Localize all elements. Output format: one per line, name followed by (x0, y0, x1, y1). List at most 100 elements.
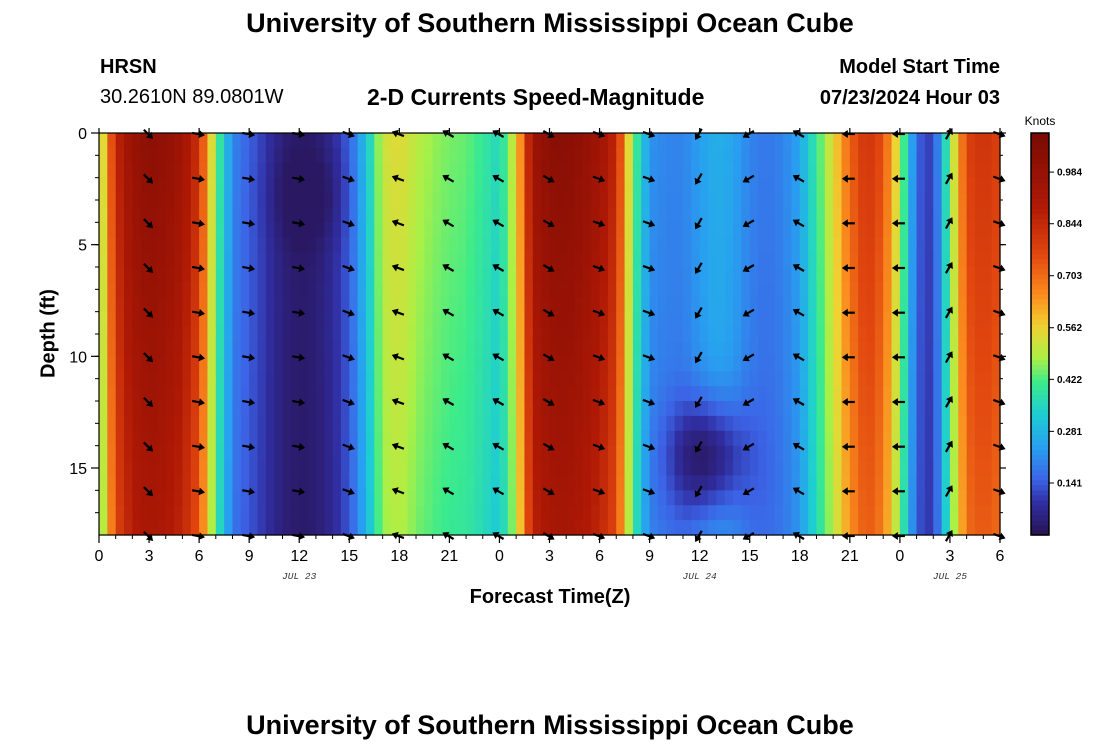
heatmap-cell (290, 490, 300, 506)
colorbar-segment (1031, 504, 1049, 511)
heatmap-cell (99, 490, 108, 506)
heatmap-cell (315, 505, 325, 521)
heatmap-cell (766, 475, 776, 491)
heatmap-cell (207, 505, 217, 521)
heatmap-cell (766, 207, 776, 223)
heatmap-cell (441, 326, 450, 343)
heatmap-cell (140, 222, 150, 238)
heatmap-cell (574, 326, 584, 343)
heatmap-cell (933, 281, 943, 298)
heatmap-cell (733, 147, 742, 164)
heatmap-cell (607, 162, 617, 179)
heatmap-cell (224, 401, 234, 417)
heatmap-cell (566, 296, 576, 313)
heatmap-cell (107, 326, 117, 343)
heatmap-cell (866, 490, 876, 506)
heatmap-cell (783, 162, 793, 179)
heatmap-cell (833, 445, 843, 462)
heatmap-cell (265, 267, 275, 283)
colorbar-segment (1031, 454, 1049, 461)
heatmap-cell (924, 252, 934, 268)
heatmap-cell (182, 296, 192, 313)
heatmap-cell (340, 192, 350, 209)
heatmap-cell (908, 356, 918, 372)
heatmap-cell (783, 371, 793, 387)
heatmap-cell (165, 177, 175, 194)
heatmap-cell (449, 475, 459, 491)
heatmap-cell (866, 356, 876, 372)
heatmap-cell (724, 296, 734, 313)
heatmap-cell (874, 415, 884, 432)
heatmap-cell (232, 445, 242, 462)
heatmap-cell (374, 192, 384, 209)
heatmap-cell (257, 147, 267, 164)
heatmap-cell (499, 475, 509, 491)
heatmap-cell (841, 475, 851, 491)
heatmap-cell (916, 356, 926, 372)
heatmap-cell (808, 386, 818, 402)
heatmap-cell (407, 267, 417, 283)
heatmap-cell (315, 415, 325, 432)
heatmap-cell (916, 490, 926, 506)
heatmap-cell (332, 475, 342, 491)
heatmap-cell (449, 222, 459, 238)
heatmap-cell (974, 237, 984, 253)
colorbar-segment (1031, 354, 1049, 360)
heatmap-cell (974, 386, 984, 402)
heatmap-cell (983, 490, 993, 506)
heatmap-cell (332, 401, 342, 417)
heatmap-cell (282, 237, 292, 253)
heatmap-cell (432, 267, 442, 283)
heatmap-cell (766, 162, 776, 179)
heatmap-cell (791, 311, 801, 328)
current-arrow (492, 174, 505, 183)
current-arrow (841, 219, 855, 228)
current-arrow (242, 442, 256, 451)
heatmap-cell (891, 475, 901, 491)
heatmap-cell (908, 252, 918, 268)
heatmap-cell (374, 445, 384, 462)
heatmap-cell (974, 147, 984, 164)
heatmap-cell (524, 520, 534, 536)
heatmap-cell (249, 133, 259, 149)
heatmap-cell (524, 237, 534, 253)
heatmap-cell (416, 445, 425, 462)
heatmap-cell (132, 147, 142, 164)
heatmap-cell (290, 341, 300, 357)
heatmap-cell (99, 311, 108, 328)
heatmap-cell (808, 281, 818, 298)
heatmap-cell (749, 311, 759, 328)
heatmap-cell (616, 296, 626, 313)
heatmap-cell (365, 267, 375, 283)
heatmap-cell (966, 192, 976, 209)
heatmap-cell (432, 371, 442, 387)
heatmap-cell (657, 460, 667, 477)
heatmap-cell (457, 267, 467, 283)
heatmap-cell (524, 326, 534, 343)
heatmap-cell (874, 162, 884, 179)
heatmap-cell (616, 267, 626, 283)
heatmap-cell (516, 386, 526, 402)
heatmap-cell (557, 281, 567, 298)
heatmap-cell (774, 505, 784, 521)
heatmap-cell (382, 147, 392, 164)
heatmap-cell (866, 401, 876, 417)
heatmap-cell (624, 222, 634, 238)
heatmap-cell (566, 475, 576, 491)
heatmap-cell (849, 237, 859, 253)
heatmap-cell (791, 162, 801, 179)
heatmap-cell (299, 311, 309, 328)
heatmap-cell (190, 267, 200, 283)
colorbar-segment (1031, 499, 1049, 506)
heatmap-cell (866, 281, 876, 298)
heatmap-cell (307, 341, 317, 357)
heatmap-cell (799, 192, 809, 209)
heatmap-cell (574, 237, 584, 253)
heatmap-cell (741, 490, 751, 506)
heatmap-cell (616, 207, 626, 223)
heatmap-cell (441, 311, 450, 328)
heatmap-cell (157, 207, 167, 223)
heatmap-cell (599, 133, 609, 149)
heatmap-cell (499, 252, 509, 268)
heatmap-cell (274, 490, 284, 506)
